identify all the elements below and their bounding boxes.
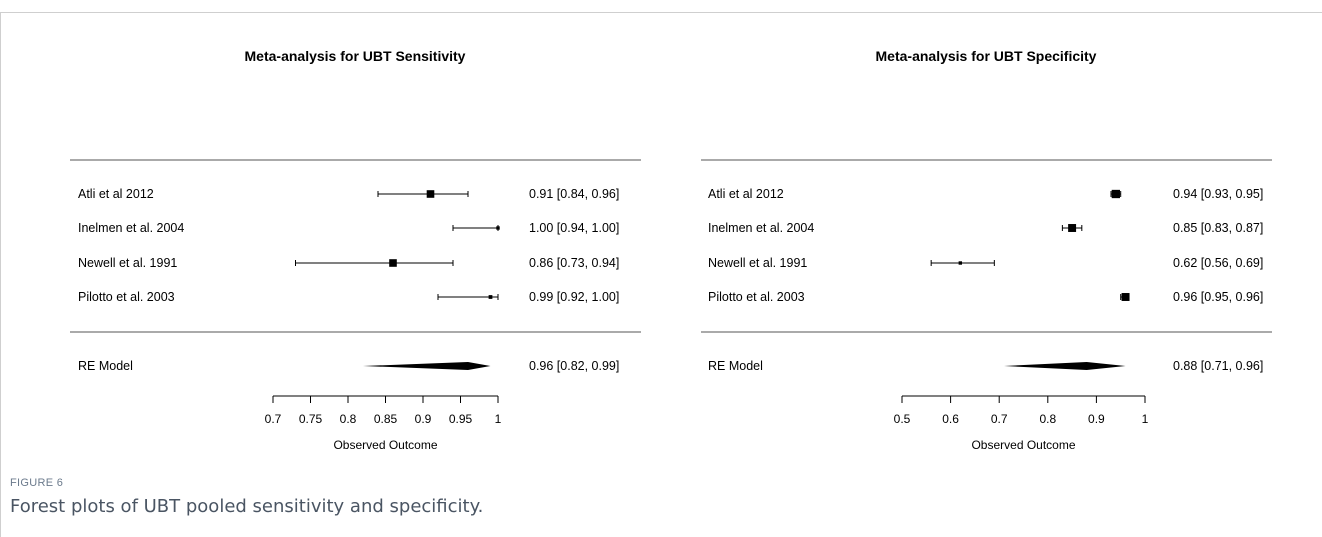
study-name: Atli et al 2012 (708, 187, 784, 201)
pooled-name: RE Model (78, 359, 133, 373)
x-tick-label: 0.95 (449, 412, 473, 426)
estimate-label: 0.94 [0.93, 0.95] (1173, 187, 1263, 201)
estimate-label: 0.91 [0.84, 0.96] (529, 187, 619, 201)
pooled-name: RE Model (708, 359, 763, 373)
x-tick-label: 0.8 (1039, 412, 1056, 426)
point-estimate (389, 259, 397, 267)
x-axis-label: Observed Outcome (971, 438, 1075, 452)
point-estimate (958, 261, 963, 265)
study-name: Inelmen et al. 2004 (78, 221, 184, 235)
pooled-diamond (1004, 362, 1126, 370)
x-tick-label: 0.8 (340, 412, 357, 426)
study-name: Newell et al. 1991 (708, 256, 807, 270)
study-name: Inelmen et al. 2004 (708, 221, 814, 235)
frame-left-border (0, 12, 1, 537)
figure-caption: Forest plots of UBT pooled sensitivity a… (10, 496, 484, 517)
point-estimate (488, 295, 493, 299)
x-tick-label: 0.75 (299, 412, 323, 426)
study-name: Atli et al 2012 (78, 187, 154, 201)
estimate-label: 0.96 [0.95, 0.96] (1173, 290, 1263, 304)
point-estimate (1111, 189, 1120, 199)
estimate-label: 1.00 [0.94, 1.00] (529, 221, 619, 235)
point-estimate (1121, 293, 1130, 301)
estimate-label: 0.86 [0.73, 0.94] (529, 256, 619, 270)
frame-top-border (0, 12, 1322, 13)
x-tick-label: 0.9 (1088, 412, 1105, 426)
estimate-label: 0.99 [0.92, 1.00] (529, 290, 619, 304)
chart-title: Meta-analysis for UBT Specificity (876, 48, 1097, 64)
x-tick-label: 0.6 (942, 412, 959, 426)
point-estimate (1068, 224, 1077, 232)
pooled-label: 0.88 [0.71, 0.96] (1173, 359, 1263, 373)
x-tick-label: 0.7 (991, 412, 1008, 426)
x-axis-label: Observed Outcome (333, 438, 437, 452)
forest-plot-sensitivity: Meta-analysis for UBT Sensitivity Atli et… (70, 48, 641, 452)
chart-title: Meta-analysis for UBT Sensitivity (245, 48, 466, 64)
forest-plot-specificity: Meta-analysis for UBT Specificity Atli et… (701, 48, 1272, 452)
pooled-diamond (363, 362, 491, 370)
study-name: Pilotto et al. 2003 (78, 290, 175, 304)
x-tick-label: 0.85 (374, 412, 398, 426)
estimate-label: 0.62 [0.56, 0.69] (1173, 256, 1263, 270)
point-estimate (426, 190, 435, 198)
point-estimate (496, 226, 500, 230)
x-tick-label: 1 (495, 412, 502, 426)
pooled-label: 0.96 [0.82, 0.99] (529, 359, 619, 373)
study-name: Pilotto et al. 2003 (708, 290, 805, 304)
x-tick-label: 0.5 (894, 412, 911, 426)
study-name: Newell et al. 1991 (78, 256, 177, 270)
x-tick-label: 0.9 (415, 412, 432, 426)
x-tick-label: 0.7 (265, 412, 282, 426)
estimate-label: 0.85 [0.83, 0.87] (1173, 221, 1263, 235)
figure-label: FIGURE 6 (10, 477, 64, 489)
x-tick-label: 1 (1142, 412, 1149, 426)
